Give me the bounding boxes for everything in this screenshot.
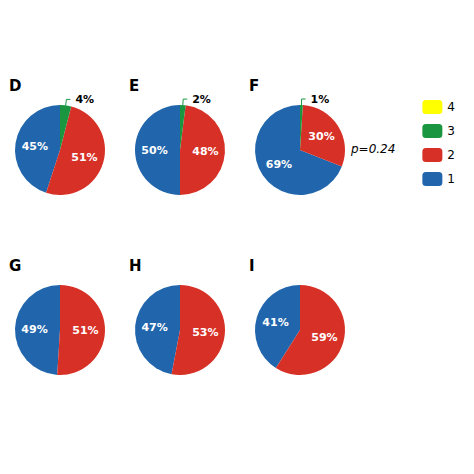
svg-text:53%: 53% [192, 326, 218, 339]
svg-text:41%: 41% [262, 316, 288, 329]
svg-text:47%: 47% [141, 321, 167, 334]
svg-text:30%: 30% [308, 130, 334, 143]
svg-text:51%: 51% [72, 324, 98, 337]
svg-text:1: 1 [447, 172, 455, 186]
svg-text:F: F [249, 77, 259, 95]
svg-text:p=0.24: p=0.24 [350, 142, 395, 156]
svg-text:3: 3 [447, 124, 455, 138]
svg-text:48%: 48% [192, 145, 218, 158]
svg-text:H: H [129, 257, 142, 275]
svg-text:50%: 50% [141, 144, 167, 157]
svg-text:I: I [249, 257, 255, 275]
svg-text:1%: 1% [311, 93, 330, 106]
svg-text:2: 2 [447, 148, 455, 162]
svg-text:D: D [9, 77, 21, 95]
svg-text:E: E [129, 77, 139, 95]
svg-text:51%: 51% [71, 151, 97, 164]
svg-text:G: G [9, 257, 21, 275]
svg-text:2%: 2% [192, 93, 211, 106]
svg-text:49%: 49% [21, 323, 47, 336]
svg-text:4: 4 [447, 100, 455, 114]
svg-text:69%: 69% [266, 158, 292, 171]
svg-text:59%: 59% [311, 331, 337, 344]
svg-text:4%: 4% [75, 93, 94, 106]
svg-text:45%: 45% [22, 140, 48, 153]
